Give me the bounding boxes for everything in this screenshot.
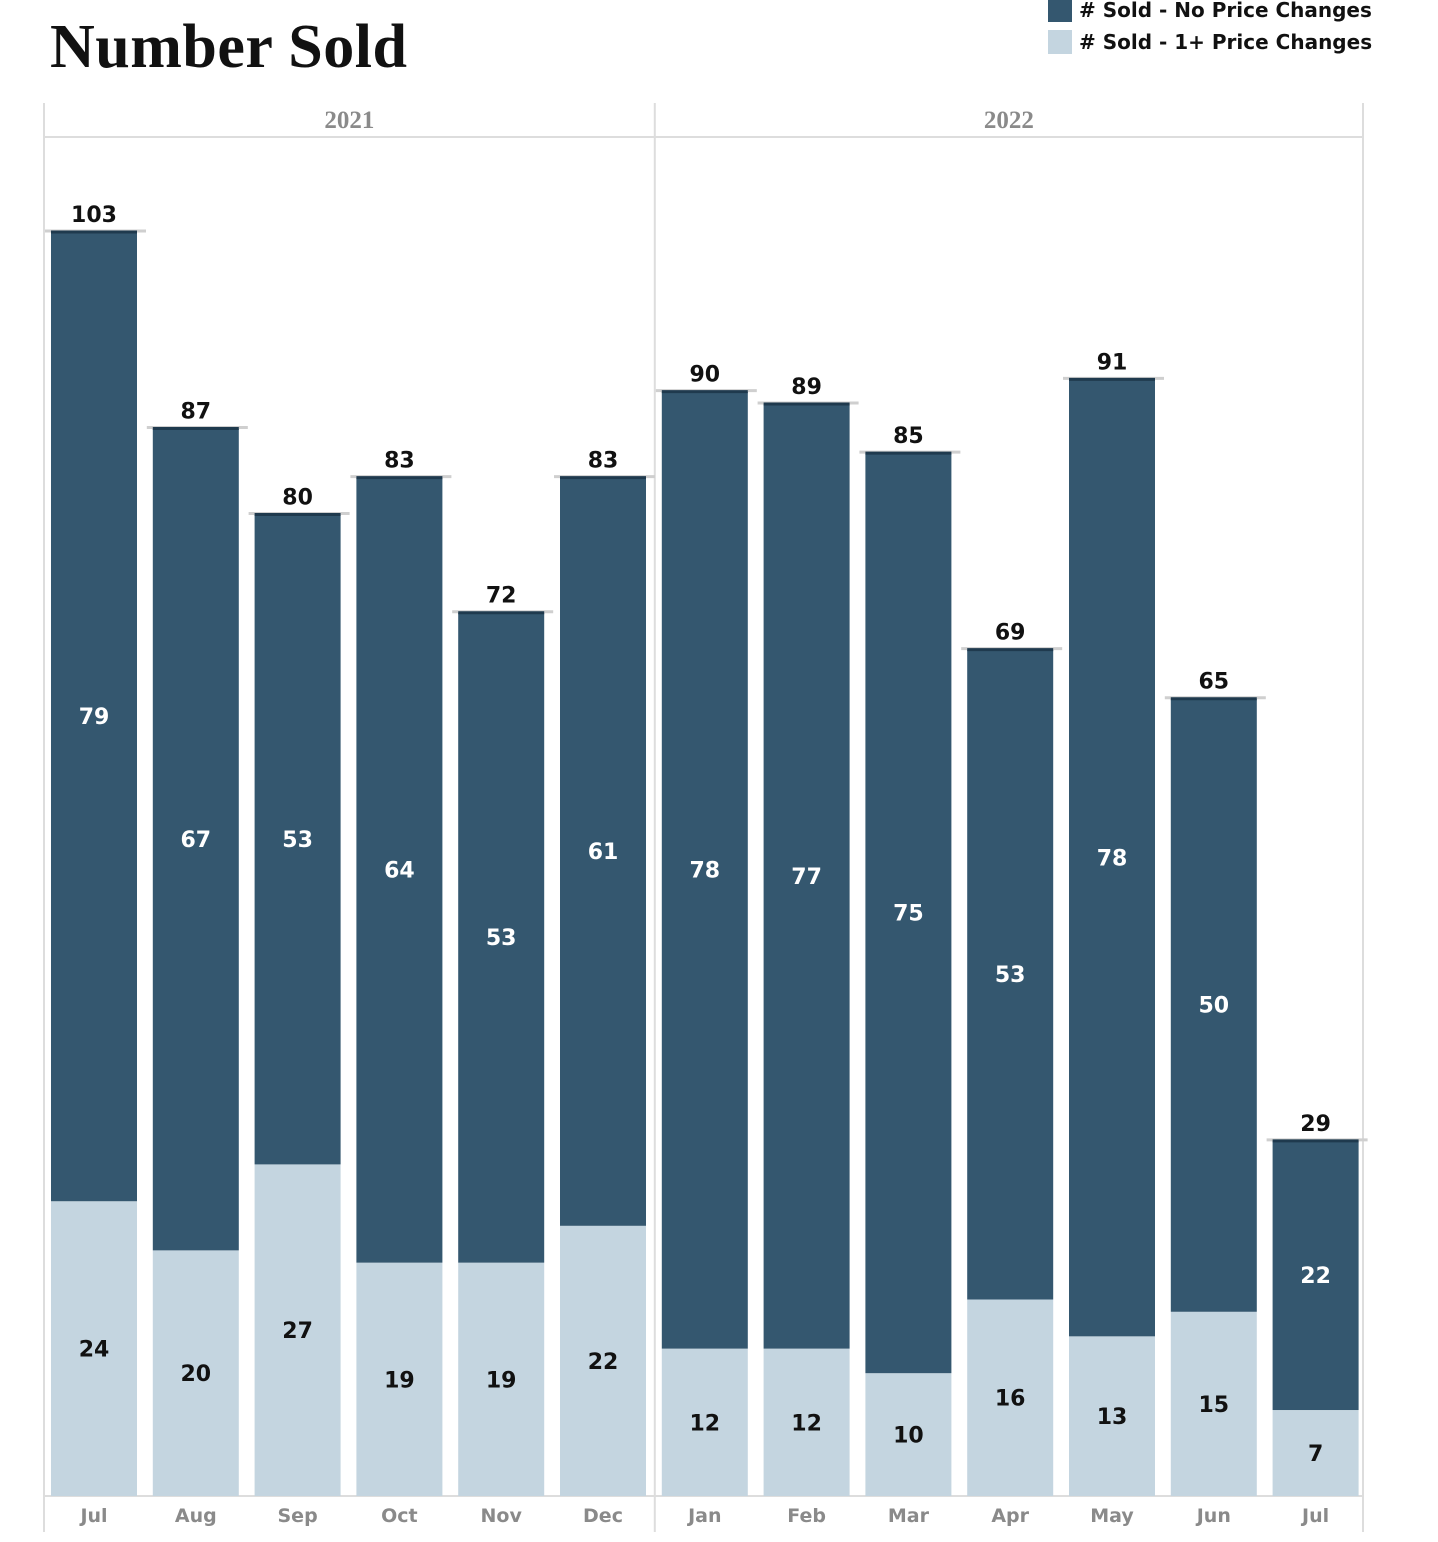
value-label-price-changes: 27: [282, 1319, 313, 1344]
bar-no-price-changes: [51, 231, 137, 1202]
total-label: 69: [995, 621, 1026, 646]
x-tick-label: Nov: [481, 1505, 523, 1527]
value-label-price-changes: 22: [588, 1350, 619, 1375]
bar-no-price-changes: [1272, 1139, 1359, 1411]
bar-no-price-changes: [967, 648, 1054, 1300]
bar-price-changes: [1272, 1410, 1359, 1496]
bar-price-changes: [356, 1262, 443, 1496]
x-tick-label: Aug: [175, 1505, 217, 1527]
value-label-price-changes: 20: [180, 1362, 211, 1387]
x-tick-label: May: [1090, 1505, 1134, 1527]
value-label-no-price-changes: 22: [1300, 1264, 1331, 1289]
bar-no-price-changes: [661, 390, 748, 1349]
x-tick-label: Dec: [583, 1505, 623, 1527]
total-label: 85: [893, 424, 924, 449]
value-label-no-price-changes: 79: [79, 705, 110, 730]
x-tick-label: Jun: [1195, 1505, 1231, 1527]
total-label: 83: [384, 449, 415, 474]
value-label-no-price-changes: 50: [1198, 994, 1229, 1019]
value-label-price-changes: 19: [384, 1368, 415, 1393]
total-label: 65: [1198, 670, 1229, 695]
bar-price-changes: [1170, 1311, 1257, 1496]
total-label: 103: [71, 203, 117, 228]
value-label-price-changes: 7: [1308, 1442, 1323, 1467]
bar-price-changes: [560, 1225, 646, 1496]
value-label-no-price-changes: 75: [893, 902, 924, 927]
legend-item-no-price-changes: # Sold - No Price Changes: [1048, 0, 1372, 26]
value-label-no-price-changes: 53: [995, 963, 1026, 988]
x-tick-label: Apr: [991, 1505, 1029, 1527]
bar-price-changes: [967, 1299, 1054, 1496]
total-label: 91: [1097, 350, 1128, 375]
value-label-price-changes: 13: [1097, 1405, 1128, 1430]
total-label: 87: [180, 400, 211, 425]
legend-label-price-changes: # Sold - 1+ Price Changes: [1079, 30, 1373, 54]
legend-swatch-price-changes: [1048, 30, 1072, 54]
value-label-no-price-changes: 64: [384, 859, 415, 884]
bar-no-price-changes: [560, 476, 646, 1226]
x-tick-label: Sep: [278, 1505, 318, 1527]
value-label-no-price-changes: 78: [1097, 846, 1128, 871]
value-label-price-changes: 19: [486, 1368, 517, 1393]
x-tick-label: Jan: [686, 1505, 721, 1527]
legend-label-no-price-changes: # Sold - No Price Changes: [1079, 0, 1372, 22]
bar-no-price-changes: [763, 402, 850, 1349]
bar-price-changes: [763, 1348, 850, 1496]
x-tick-label: Jul: [1300, 1505, 1329, 1527]
bar-no-price-changes: [356, 476, 443, 1263]
total-label: 90: [689, 363, 720, 388]
bar-price-changes: [254, 1164, 341, 1496]
bar-price-changes: [458, 1262, 545, 1496]
total-label: 72: [486, 584, 517, 609]
total-label: 29: [1300, 1112, 1331, 1137]
bar-price-changes: [661, 1348, 748, 1496]
total-label: 83: [588, 449, 619, 474]
value-label-price-changes: 12: [689, 1411, 720, 1436]
x-tick-label: Feb: [787, 1505, 826, 1527]
bar-price-changes: [865, 1373, 952, 1496]
panel-label-2021: 2021: [324, 107, 374, 134]
value-label-price-changes: 16: [995, 1387, 1026, 1412]
value-label-price-changes: 24: [79, 1338, 110, 1363]
value-label-no-price-changes: 53: [282, 828, 313, 853]
x-tick-label: Oct: [381, 1505, 418, 1527]
value-label-no-price-changes: 78: [689, 859, 720, 884]
legend-item-price-changes: # Sold - 1+ Price Changes: [1048, 26, 1372, 58]
bar-price-changes: [1069, 1336, 1155, 1496]
value-label-no-price-changes: 67: [180, 828, 211, 853]
bar-no-price-changes: [458, 611, 545, 1263]
x-tick-label: Jul: [78, 1505, 107, 1527]
value-label-price-changes: 10: [893, 1424, 924, 1449]
value-label-no-price-changes: 53: [486, 926, 517, 951]
panel-label-2022: 2022: [984, 107, 1034, 134]
bar-price-changes: [152, 1250, 239, 1496]
x-tick-label: Mar: [888, 1505, 930, 1527]
chart-title: Number Sold: [50, 13, 408, 81]
total-label: 89: [791, 375, 822, 400]
bar-price-changes: [51, 1201, 137, 1496]
legend: # Sold - No Price Changes # Sold - 1+ Pr…: [1048, 0, 1372, 58]
value-label-price-changes: 15: [1198, 1393, 1229, 1418]
bar-no-price-changes: [1170, 697, 1257, 1312]
value-label-no-price-changes: 77: [791, 865, 822, 890]
bar-no-price-changes: [152, 427, 239, 1251]
bar-no-price-changes: [1069, 378, 1155, 1337]
bar-no-price-changes: [254, 513, 341, 1165]
bar-no-price-changes: [865, 452, 952, 1374]
value-label-no-price-changes: 61: [588, 840, 619, 865]
total-label: 80: [282, 485, 313, 510]
legend-swatch-no-price-changes: [1048, 0, 1072, 22]
value-label-price-changes: 12: [791, 1411, 822, 1436]
